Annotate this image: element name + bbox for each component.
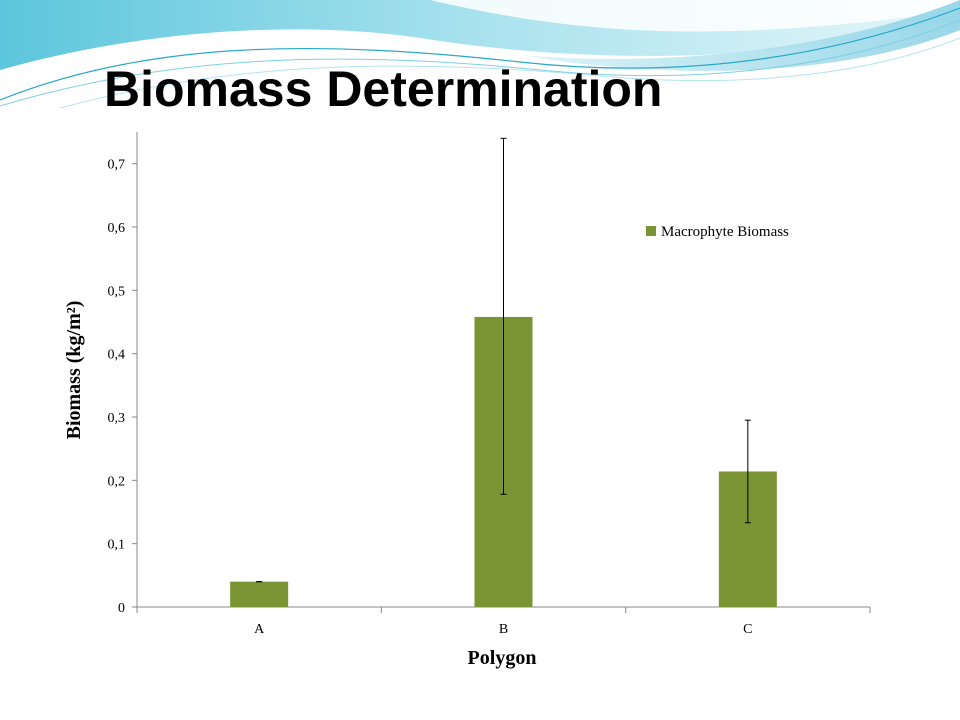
y-tick-label: 0,2 xyxy=(108,474,126,489)
y-tick-label: 0,5 xyxy=(108,284,126,299)
y-tick-label: 0,3 xyxy=(108,411,126,426)
wave-line-1 xyxy=(0,7,960,101)
x-axis-title: Polygon xyxy=(468,647,537,669)
decorative-wave-header xyxy=(0,0,960,109)
wave-band-highlight xyxy=(430,0,960,32)
legend-label: Macrophyte Biomass xyxy=(661,224,789,240)
error-bars xyxy=(256,137,751,583)
y-axis-ticks: 0 0,1 0,2 0,3 0,4 0,5 0,6 0,7 xyxy=(108,158,137,616)
x-tick-label: B xyxy=(499,622,508,637)
y-tick-label: 0,1 xyxy=(108,538,126,553)
y-tick-label: 0,6 xyxy=(108,221,126,236)
bar-A xyxy=(230,581,289,607)
x-axis-ticks: A B C xyxy=(136,607,871,637)
x-tick-label: A xyxy=(254,622,265,637)
slide-title: Biomass Determination xyxy=(104,61,663,117)
x-tick-label: C xyxy=(743,622,752,637)
wave-line-3 xyxy=(59,37,960,109)
wave-band-right xyxy=(520,0,960,71)
legend-swatch xyxy=(646,226,656,236)
y-tick-label: 0 xyxy=(118,601,125,616)
y-axis-title: Biomass (kg/m²) xyxy=(63,301,85,440)
y-tick-label: 0,7 xyxy=(108,158,126,173)
wave-line-2 xyxy=(0,19,960,107)
y-tick-label: 0,4 xyxy=(108,348,126,363)
chart-legend: Macrophyte Biomass xyxy=(646,224,789,240)
